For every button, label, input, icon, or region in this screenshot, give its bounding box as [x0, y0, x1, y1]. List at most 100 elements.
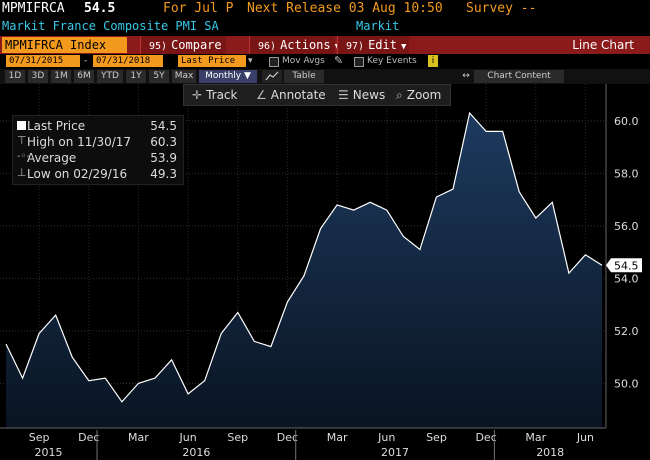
security-input[interactable]: MPMIFRCA Index: [2, 37, 127, 53]
annotate-tool[interactable]: ∠ Annotate: [256, 88, 326, 102]
track-label: Track: [206, 88, 238, 102]
next-release: Next Release 03 Aug 10:50: [247, 1, 443, 16]
high-icon: ⊤: [17, 134, 27, 147]
field-select[interactable]: Last Price: [178, 55, 246, 67]
crosshair-icon: ✛: [192, 88, 203, 102]
release-period: For Jul P: [163, 1, 234, 16]
x-month-tick: Jun: [179, 431, 197, 444]
pen-icon: ∠: [256, 88, 267, 102]
x-month-tick: Mar: [327, 431, 348, 444]
x-year-tick: 2015: [35, 446, 63, 459]
actions-button[interactable]: 96)Actions▼: [249, 36, 340, 54]
x-month-tick: Jun: [377, 431, 395, 444]
last-price-tag: [606, 258, 642, 273]
y-tick-label: 52.0: [614, 325, 639, 338]
actions-label: Actions: [280, 38, 331, 52]
period-1m[interactable]: 1M: [51, 70, 71, 83]
zoom-label: Zoom: [406, 88, 442, 102]
low-icon: ⊥: [17, 166, 27, 179]
chart-content-button[interactable]: Chart Content: [474, 70, 564, 83]
security-header: MPMIFRCA 54.5 For Jul P Next Release 03 …: [0, 0, 650, 18]
chart-area[interactable]: 50.0 52.0 54.0 56.0 58.0 60.0 Sep Dec Mar Jun Sep…: [0, 84, 650, 460]
period-5y[interactable]: 5Y: [149, 70, 169, 83]
track-tool[interactable]: ✛ Track: [192, 88, 237, 102]
period-selector: 1D 3D 1M 6M YTD 1Y 5Y Max Monthly ▼ Tabl…: [0, 69, 650, 84]
period-6m[interactable]: 6M: [74, 70, 94, 83]
chart-type-label[interactable]: Line Chart: [572, 38, 634, 52]
key-events-label: Key Events: [367, 56, 417, 66]
y-tick-label: 58.0: [614, 167, 639, 180]
legend-average-label: Average: [27, 151, 77, 165]
y-axis: 50.0 52.0 54.0 56.0 58.0 60.0: [605, 84, 639, 428]
end-date-input[interactable]: 07/31/2018: [93, 55, 163, 67]
x-month-tick: Mar: [128, 431, 149, 444]
line-chart-icon[interactable]: [262, 70, 282, 83]
date-range-row: 07/31/2015 - 07/31/2018 Last Price ▾ Mov…: [0, 54, 650, 69]
period-max[interactable]: Max: [172, 70, 196, 83]
news-icon: ☰: [338, 88, 349, 102]
frequency-select[interactable]: Monthly ▼: [199, 70, 257, 83]
y-tick-label: 50.0: [614, 377, 639, 390]
y-tick-label: 56.0: [614, 220, 639, 233]
source-label: Markit: [356, 19, 400, 33]
legend-low: ⊥ Low on 02/29/16 49.3: [17, 166, 177, 181]
legend-average-value: 53.9: [150, 151, 177, 165]
x-month-tick: Jun: [576, 431, 594, 444]
price-line: [5, 111, 603, 403]
x-year-tick: 2018: [536, 446, 564, 459]
y-tick-label: 60.0: [614, 115, 639, 128]
x-year-tick: 2016: [182, 446, 210, 459]
legend-average: -◦- Average 53.9: [17, 151, 177, 165]
x-month-tick: Mar: [525, 431, 546, 444]
field-select-label: Last Price: [181, 56, 236, 66]
last-price-marker: 54.5: [606, 258, 642, 273]
x-month-tick: Sep: [29, 431, 50, 444]
annotate-label: Annotate: [270, 88, 326, 102]
x-month-tick: Dec: [277, 431, 298, 444]
x-axis: Sep Dec Mar Jun Sep Dec Mar Jun Sep Dec Mar Jun 2015…: [0, 427, 606, 460]
function-toolbar: MPMIFRCA Index 95)Compare 96)Actions▼ 97…: [0, 36, 650, 54]
price-area: [6, 113, 602, 428]
series-swatch-icon: [17, 121, 26, 130]
start-date-input[interactable]: 07/31/2015: [6, 55, 80, 67]
average-icon: -◦-: [17, 151, 31, 162]
info-icon[interactable]: i: [428, 55, 438, 67]
period-1y[interactable]: 1Y: [126, 70, 146, 83]
chart-content-label: Chart Content: [487, 71, 551, 81]
legend-last-value: 54.5: [150, 119, 177, 133]
compare-button[interactable]: 95) Compare: [140, 36, 226, 54]
frequency-label: Monthly: [205, 71, 242, 81]
table-button[interactable]: Table: [284, 70, 324, 83]
legend-high: ⊤ High on 11/30/17 60.3: [17, 134, 177, 149]
actions-number: 96): [258, 41, 277, 52]
resize-icon[interactable]: ↔: [462, 71, 470, 81]
x-month-tick: Sep: [426, 431, 447, 444]
price-chart[interactable]: 50.052.054.056.058.060.0 Sep Dec Mar Jun Sep…: [0, 84, 650, 460]
key-events-checkbox[interactable]: [354, 57, 364, 67]
chevron-down-icon[interactable]: ▾: [248, 56, 253, 66]
legend-high-value: 60.3: [150, 135, 177, 149]
x-month-tick: Sep: [227, 431, 248, 444]
news-tool[interactable]: ☰ News: [338, 88, 385, 102]
x-month-tick: Dec: [78, 431, 99, 444]
edit-button[interactable]: 97) Edit ▼: [337, 36, 409, 54]
zoom-tool[interactable]: ⌕ Zoom: [396, 88, 441, 102]
edit-label: Edit: [368, 38, 397, 52]
legend-high-label: High on 11/30/17: [27, 135, 132, 149]
compare-label: Compare: [171, 38, 222, 52]
period-1d[interactable]: 1D: [5, 70, 25, 83]
mov-avgs-label: Mov Avgs: [282, 56, 325, 66]
legend-last-price[interactable]: Last Price 54.5: [17, 119, 177, 133]
legend-low-label: Low on 02/29/16: [27, 167, 128, 181]
mov-avgs-checkbox[interactable]: [269, 57, 279, 67]
edit-number: 97): [346, 41, 365, 52]
zoom-icon: ⌕: [396, 88, 403, 102]
news-label: News: [352, 88, 386, 102]
legend-last-label: Last Price: [27, 119, 86, 133]
pencil-icon[interactable]: ✎: [334, 54, 344, 67]
table-label: Table: [292, 71, 316, 81]
period-3d[interactable]: 3D: [28, 70, 48, 83]
security-name: Markit France Composite PMI SA: [2, 19, 219, 33]
period-ytd[interactable]: YTD: [97, 70, 123, 83]
last-price-tag-label: 54.5: [614, 259, 639, 272]
